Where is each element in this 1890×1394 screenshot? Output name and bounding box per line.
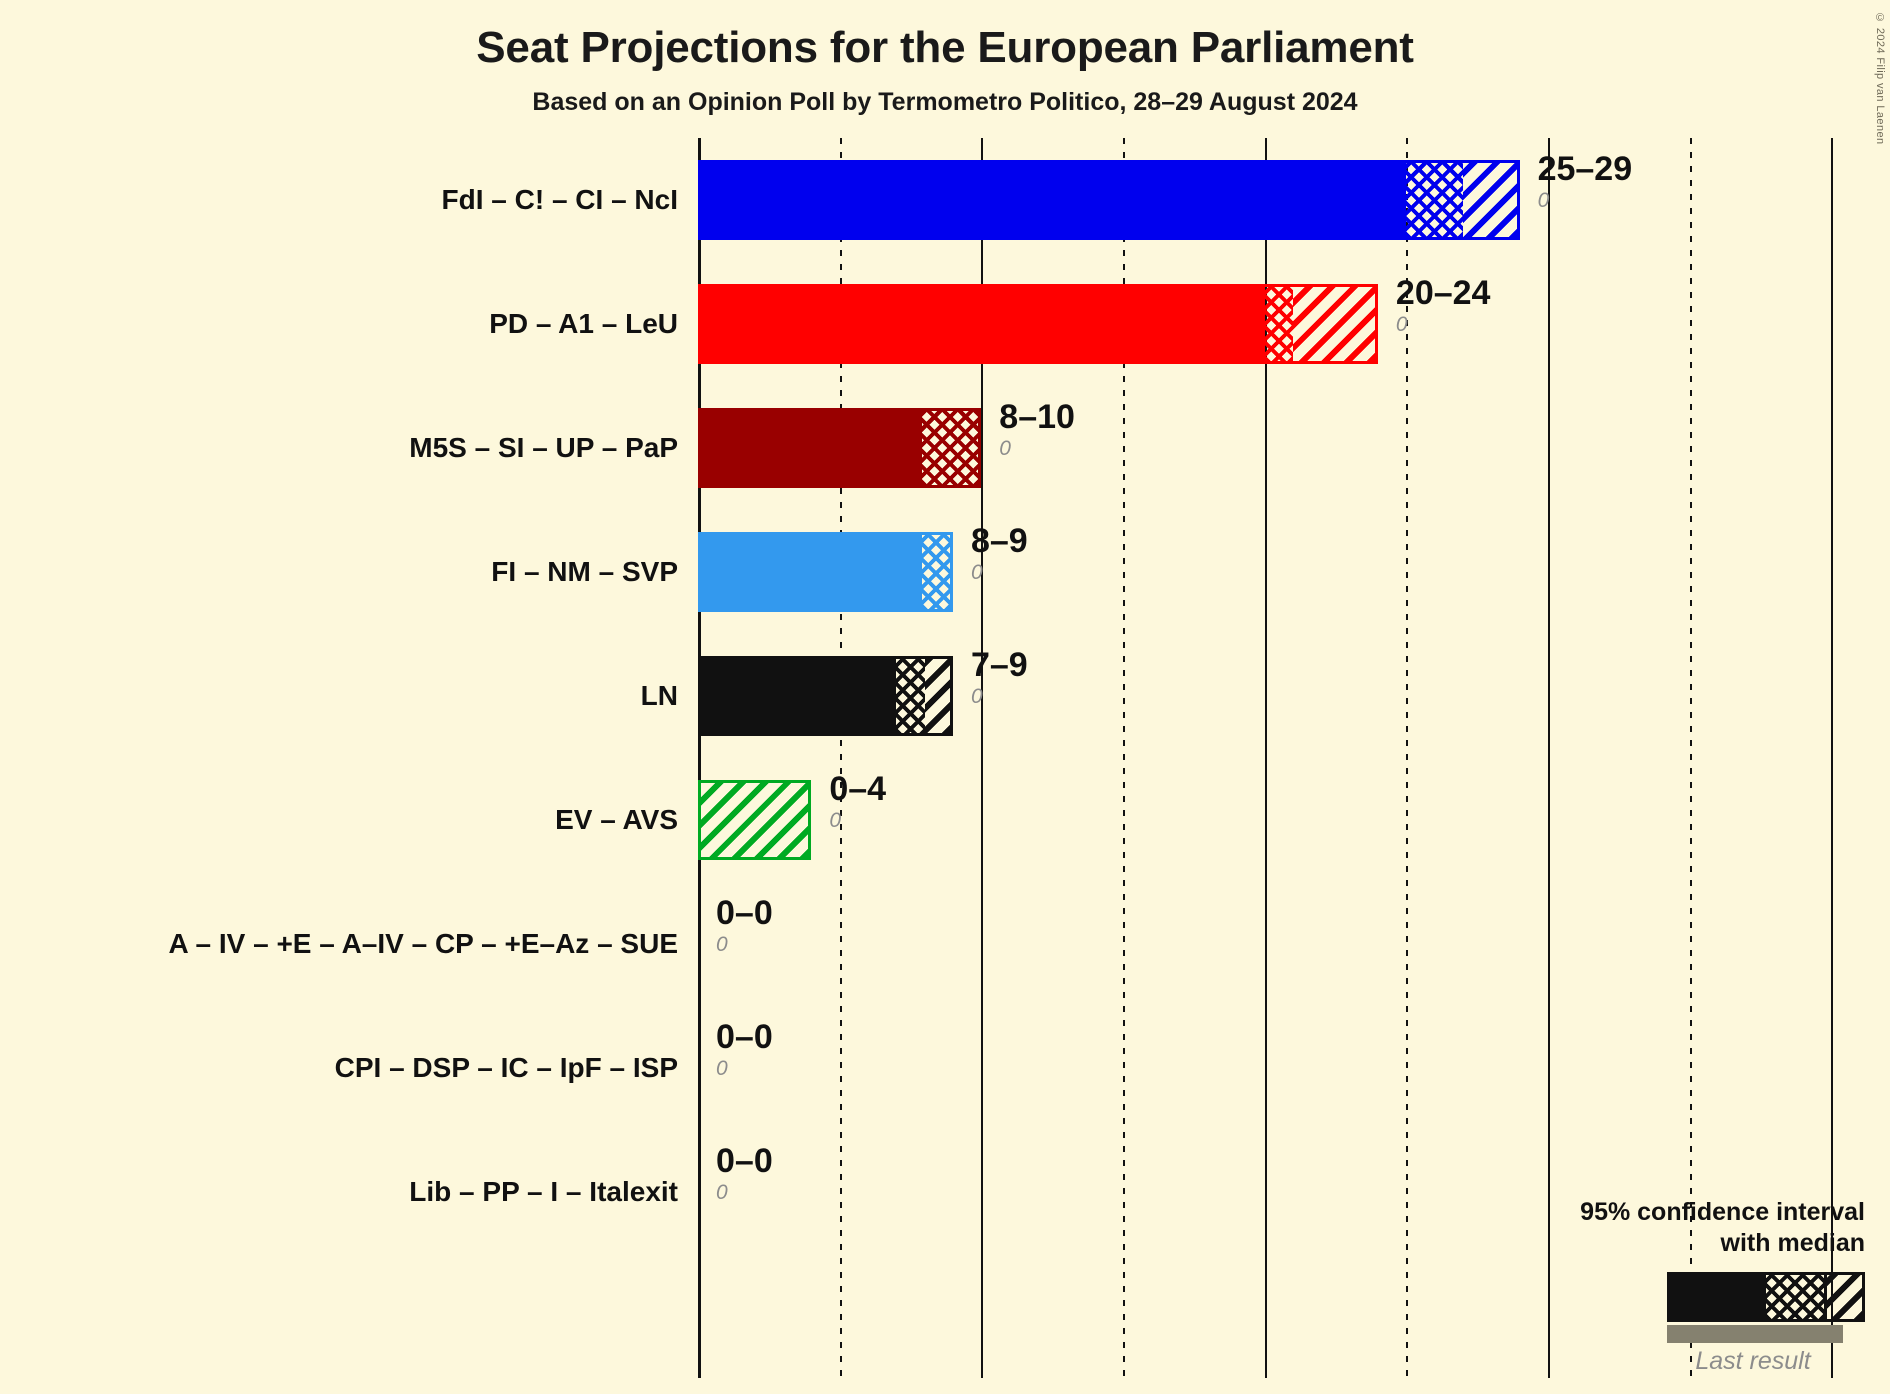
confidence-interval-bar bbox=[698, 780, 812, 860]
legend-line-2: with median bbox=[1720, 1229, 1865, 1257]
gridline-10 bbox=[981, 138, 984, 1378]
legend-segment-diag bbox=[1824, 1275, 1862, 1319]
value-annotation: 0–0 0 bbox=[716, 1018, 773, 1082]
bar-row: LN 7–9 0 bbox=[641, 634, 1878, 758]
legend-last-result-swatch bbox=[1667, 1325, 1843, 1343]
bar-row: FI – NM – SVP 8–9 0 bbox=[491, 510, 1878, 634]
category-label: EV – AVS bbox=[555, 804, 678, 835]
bar-segment-diagonal bbox=[1292, 284, 1378, 364]
value-annotation: 7–9 0 bbox=[971, 646, 1028, 710]
value-annotation: 20–24 0 bbox=[1396, 274, 1491, 338]
last-result-value: 0 bbox=[716, 1181, 728, 1204]
bar-segment-solid bbox=[698, 408, 923, 488]
legend-segment-cross bbox=[1766, 1275, 1824, 1319]
bar-segment-crosshatch bbox=[1264, 284, 1293, 364]
confidence-interval-bar bbox=[698, 284, 1378, 364]
last-result-value: 0 bbox=[716, 1057, 728, 1080]
legend: 95% confidence interval with median Last… bbox=[1565, 1197, 1865, 1375]
bar-segment-solid bbox=[698, 160, 1407, 240]
category-label: A – IV – +E – A–IV – CP – +E–Az – SUE bbox=[168, 928, 678, 959]
legend-sample-bar bbox=[1667, 1272, 1865, 1322]
seat-range-value: 20–24 bbox=[1395, 274, 1491, 312]
seat-range-value: 25–29 bbox=[1537, 150, 1633, 188]
last-result-value: 0 bbox=[1395, 313, 1408, 336]
chart-subtitle: Based on an Opinion Poll by Termometro P… bbox=[532, 88, 1358, 116]
bar-segment-crosshatch bbox=[921, 532, 950, 612]
category-label: PD – A1 – LeU bbox=[489, 308, 678, 339]
confidence-interval-bar bbox=[698, 160, 1520, 240]
bar-segment-diagonal bbox=[924, 656, 953, 736]
bar-row: A – IV – +E – A–IV – CP – +E–Az – SUE 0–0… bbox=[169, 882, 1878, 1006]
bar-segment-crosshatch bbox=[922, 408, 979, 488]
seat-range-value: 8–10 bbox=[999, 398, 1075, 436]
legend-segment-solid bbox=[1670, 1275, 1766, 1319]
category-label: Lib – PP – I – Italexit bbox=[409, 1176, 678, 1207]
category-label: LN bbox=[640, 680, 678, 711]
bar-row: CPI – DSP – IC – IpF – ISP 0–0 0 bbox=[335, 1006, 1878, 1130]
bar-row: M5S – SI – UP – PaP 8–10 0 bbox=[409, 386, 1878, 510]
last-result-value: 0 bbox=[1537, 189, 1550, 212]
bar-segment-crosshatch bbox=[896, 656, 925, 736]
bar-segment-solid bbox=[698, 532, 922, 612]
category-label: FdI – C! – CI – NcI bbox=[441, 184, 679, 215]
y-axis-line bbox=[698, 138, 701, 1378]
value-annotation: 8–9 0 bbox=[971, 522, 1028, 586]
seat-range-value: 0–0 bbox=[716, 1142, 773, 1180]
gridline-30 bbox=[1547, 138, 1550, 1378]
legend-line-1: 95% confidence interval bbox=[1580, 1198, 1865, 1226]
last-result-value: 0 bbox=[716, 933, 728, 956]
bar-row: EV – AVS 0–4 0 bbox=[555, 758, 1878, 882]
page-title: Seat Projections for the European Parlia… bbox=[476, 23, 1414, 72]
value-annotation: 0–0 0 bbox=[716, 1142, 773, 1206]
value-annotation: 25–29 0 bbox=[1538, 150, 1633, 214]
last-result-value: 0 bbox=[999, 437, 1011, 460]
last-result-value: 0 bbox=[970, 561, 983, 584]
bar-segment-solid bbox=[698, 656, 897, 736]
category-label: FI – NM – SVP bbox=[491, 556, 678, 587]
seat-range-value: 0–0 bbox=[716, 894, 773, 932]
category-label: M5S – SI – UP – PaP bbox=[409, 432, 678, 463]
gridline-35 bbox=[1689, 138, 1692, 1378]
gridline-40 bbox=[1831, 138, 1834, 1378]
value-annotation: 0–4 0 bbox=[829, 770, 886, 834]
bar-segment-diagonal bbox=[701, 780, 812, 860]
last-result-value: 0 bbox=[970, 685, 983, 708]
gridline-20 bbox=[1264, 138, 1267, 1378]
last-result-value: 0 bbox=[829, 809, 841, 832]
bar-segment-crosshatch bbox=[1406, 160, 1463, 240]
bar-row: Lib – PP – I – Italexit 0–0 0 bbox=[409, 1130, 1878, 1254]
confidence-interval-bar bbox=[698, 656, 953, 736]
plot-area: FdI – C! – CI – NcI 25–29 0 PD – A1 – LeU 20… bbox=[169, 138, 1878, 1378]
legend-last-result-label: Last result bbox=[1695, 1347, 1811, 1375]
gridline-5 bbox=[839, 138, 842, 1378]
value-annotation: 0–0 0 bbox=[716, 894, 773, 958]
bar-row: FdI – C! – CI – NcI 25–29 0 bbox=[442, 138, 1878, 262]
seat-range-value: 0–0 bbox=[716, 1018, 773, 1056]
category-label: CPI – DSP – IC – IpF – ISP bbox=[334, 1052, 678, 1083]
seat-range-value: 0–4 bbox=[829, 770, 887, 808]
bar-segment-diagonal bbox=[1462, 160, 1520, 240]
seat-range-value: 7–9 bbox=[970, 646, 1028, 684]
bar-row: PD – A1 – LeU 20–24 0 bbox=[489, 262, 1878, 386]
seat-range-value: 8–9 bbox=[970, 522, 1028, 560]
confidence-interval-bar bbox=[698, 532, 953, 612]
gridline-25 bbox=[1406, 138, 1409, 1378]
gridline-15 bbox=[1122, 138, 1125, 1378]
value-annotation: 8–10 0 bbox=[999, 398, 1075, 462]
bar-segment-solid bbox=[698, 284, 1265, 364]
confidence-interval-bar bbox=[698, 408, 982, 488]
copyright-notice: © 2024 Filip van Laenen bbox=[1874, 12, 1886, 145]
